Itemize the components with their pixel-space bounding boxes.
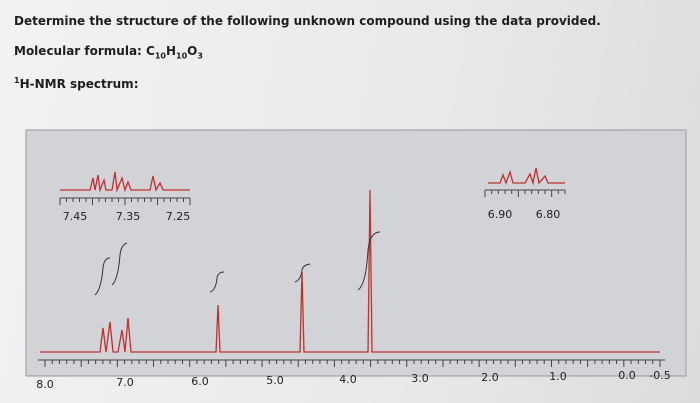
main-trace <box>40 189 660 353</box>
axis-label: 8.0 <box>36 378 54 391</box>
axis-label: 3.0 <box>411 372 429 385</box>
superscript: 1 <box>14 76 20 85</box>
inset-label: 6.90 <box>488 208 513 221</box>
inset-left-trace <box>60 171 190 193</box>
question: Determine the structure of the following… <box>14 14 601 28</box>
inset-right-trace <box>488 167 565 186</box>
inset-label: 7.25 <box>166 210 191 223</box>
formula-part: 10 <box>176 51 188 61</box>
inset-label: 6.80 <box>536 208 561 221</box>
axis-label: 0.0 <box>618 369 636 382</box>
spectrum-heading: 1H-NMR spectrum: <box>14 76 139 91</box>
integrals <box>94 231 381 296</box>
peaks <box>40 167 660 353</box>
axis-label: 2.0 <box>481 371 499 384</box>
axis-label: 4.0 <box>339 373 357 386</box>
heading-text: H-NMR spectrum: <box>19 77 139 91</box>
spectrum-frame <box>25 129 687 377</box>
formula: Molecular formula: C10H10O3 <box>14 44 203 60</box>
integral <box>294 263 311 283</box>
inset-label: 7.35 <box>116 210 141 223</box>
integral <box>357 231 381 291</box>
integral <box>111 242 128 286</box>
inset-label: 7.45 <box>63 210 88 223</box>
formula-part: 10 <box>154 51 166 61</box>
axis-label: -0.5 <box>649 369 670 382</box>
axis-label: 5.0 <box>266 374 284 387</box>
formula-label: Molecular formula: <box>14 44 147 58</box>
axis-label: 7.0 <box>116 376 134 389</box>
formula-part: C <box>146 44 155 58</box>
integral <box>209 271 225 293</box>
formula-part: O <box>187 44 198 58</box>
formula-part: H <box>165 44 177 58</box>
formula-part: 3 <box>197 51 203 61</box>
axis-label: 1.0 <box>549 370 567 383</box>
integral <box>94 257 111 296</box>
axis-label: 6.0 <box>191 375 209 388</box>
